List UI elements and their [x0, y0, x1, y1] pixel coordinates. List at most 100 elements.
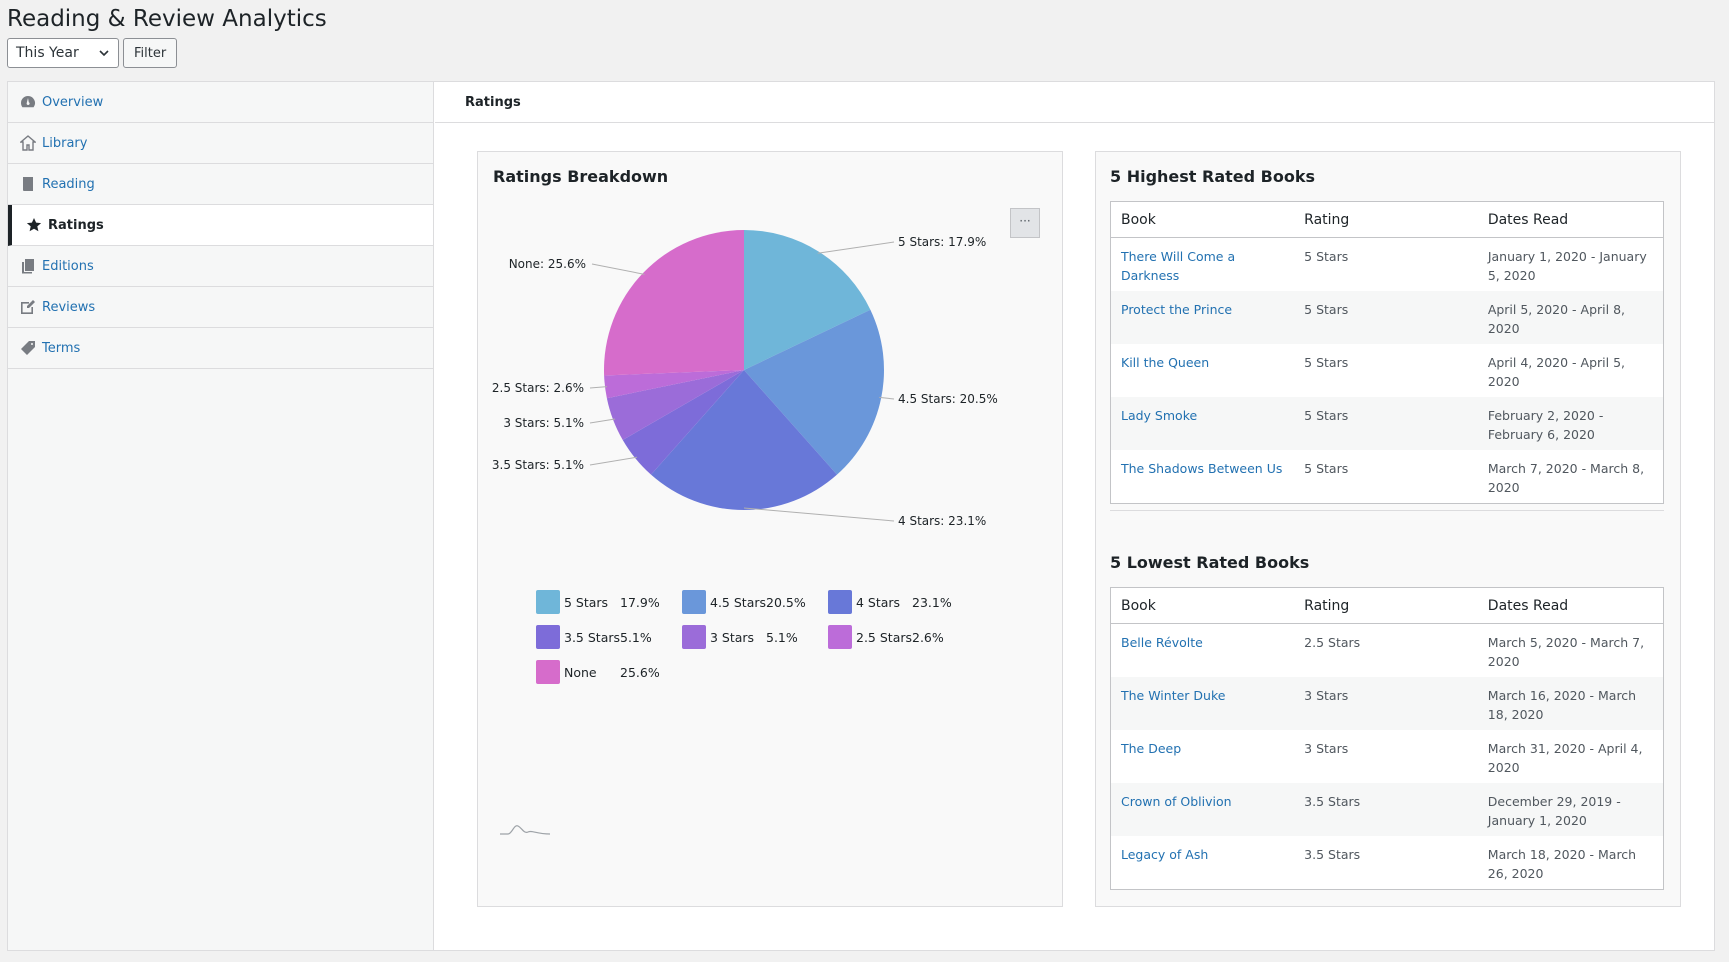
period-select[interactable]: This Year [7, 38, 119, 68]
legend-label: 3.5 Stars [564, 629, 620, 645]
book-link[interactable]: Crown of Oblivion [1110, 783, 1295, 836]
pie-slice[interactable] [744, 230, 871, 370]
legend-label: 5 Stars [564, 594, 609, 610]
chart-menu-button[interactable]: ··· [1010, 208, 1040, 238]
legend-label: 4.5 Stars [710, 594, 766, 610]
table-row: Lady Smoke 5 Stars February 2, 2020 - Febr… [1110, 397, 1664, 450]
pie-slice[interactable] [651, 370, 837, 510]
pie-label-connector [879, 396, 895, 400]
legend-item[interactable]: 4 Stars 23.1% [828, 590, 952, 614]
pie-label: 2.5 Stars: 2.6% [492, 381, 584, 395]
pie-slice[interactable] [604, 370, 744, 399]
legend-label: 4 Stars [856, 594, 901, 610]
legend-swatch [682, 590, 706, 614]
column-header-rating: Rating [1294, 587, 1478, 624]
table-row: Kill the Queen 5 Stars April 4, 2020 - Apr… [1111, 344, 1664, 397]
dates-cell: April 4, 2020 - April 5, 2020 [1487, 355, 1625, 389]
pie-slice[interactable] [604, 230, 744, 376]
sidebar-item-label: Library [42, 135, 88, 151]
legend-value: 5.1% [766, 629, 798, 645]
dates-cell: March 31, 2020 - April 4, 2020 [1487, 741, 1643, 775]
pie-label-connector [591, 263, 645, 275]
book-link[interactable]: The Shadows Between Us [1121, 461, 1283, 476]
sidebar-item-editions[interactable]: Editions [8, 246, 433, 287]
pie-slice[interactable] [744, 309, 884, 475]
legend-swatch [828, 590, 852, 614]
lowest-rated-title: 5 Lowest Rated Books [1110, 553, 1310, 572]
book-link[interactable]: There Will Come a Darkness [1121, 249, 1236, 283]
legend-swatch [682, 625, 706, 649]
table-row: The Deep 3 Stars March 31, 2020 - April 4,… [1111, 730, 1664, 783]
sidebar-item-reviews[interactable]: Reviews [8, 287, 433, 328]
column-header-book: Book [1110, 587, 1295, 624]
dates-cell: February 2, 2020 - February 6, 2020 [1477, 397, 1664, 450]
sidebar-item-library[interactable]: Library [8, 123, 433, 164]
pie-slice[interactable] [606, 370, 744, 440]
book-link[interactable]: Lady Smoke [1110, 397, 1295, 450]
legend-swatch [828, 625, 852, 649]
ratings-pie-chart: 5 Stars: 17.9% 4.5 Stars: 20.5% 4 Stars: 2… [492, 230, 998, 528]
chevron-down-icon [99, 50, 109, 57]
table-row: Legacy of Ash 3.5 Stars March 18, 2020 - M… [1111, 836, 1664, 890]
dates-cell: March 18, 2020 - March 26, 2020 [1487, 847, 1637, 881]
book-link[interactable]: The Winter Duke [1110, 677, 1295, 730]
legend-item[interactable]: 5 Stars 17.9% [536, 590, 660, 614]
legend-item[interactable]: 3.5 Stars 5.1% [536, 625, 652, 649]
rating-cell: 5 Stars [1294, 397, 1478, 450]
pie-slice[interactable] [622, 370, 744, 475]
sidebar-item-label: Reviews [42, 299, 96, 315]
toolbar: This Year Filter [7, 38, 178, 68]
pie-label: 5 Stars: 17.9% [898, 235, 986, 249]
table-row: Crown of Oblivion 3.5 Stars December 29, 2… [1110, 783, 1664, 836]
table-row: Belle Révolte 2.5 Stars March 5, 2020 - Ma… [1111, 624, 1664, 678]
sidebar: Overview Library Reading Ratings Edition… [8, 82, 434, 950]
dates-cell: March 16, 2020 - March 18, 2020 [1477, 677, 1664, 730]
legend-label: None [564, 664, 597, 680]
book-link[interactable]: Legacy of Ash [1121, 847, 1209, 862]
dates-cell: December 29, 2019 - January 1, 2020 [1477, 783, 1664, 836]
page-title: Reading & Review Analytics [7, 6, 327, 32]
pie-label-connector [589, 456, 638, 466]
book-link[interactable]: Protect the Prince [1110, 291, 1295, 344]
legend-value: 5.1% [620, 629, 652, 645]
column-header-dates: Dates Read [1477, 201, 1664, 238]
sidebar-item-label: Terms [42, 340, 81, 356]
sidebar-item-label: Editions [42, 258, 94, 274]
legend-item[interactable]: None 25.6% [536, 660, 660, 684]
table-row: The Shadows Between Us 5 Stars March 7, 20… [1111, 450, 1664, 504]
legend-value: 2.6% [912, 629, 944, 645]
table-row: The Winter Duke 3 Stars March 16, 2020 - M… [1110, 677, 1664, 730]
sidebar-item-reading[interactable]: Reading [8, 164, 433, 205]
chart-title: Ratings Breakdown [493, 167, 669, 186]
rating-cell: 3 Stars [1294, 677, 1478, 730]
book-link[interactable]: Belle Révolte [1121, 635, 1203, 650]
ratings-chart-card: 5 Stars: 17.9% 4.5 Stars: 20.5% 4 Stars: 2… [477, 151, 1063, 907]
legend-item[interactable]: 2.5 Stars 2.6% [828, 625, 944, 649]
legend-item[interactable]: 4.5 Stars 20.5% [682, 590, 806, 614]
sidebar-item-terms[interactable]: Terms [8, 328, 433, 369]
pie-label-connector [589, 386, 608, 389]
sidebar-item-overview[interactable]: Overview [8, 82, 433, 123]
sidebar-item-ratings[interactable]: Ratings [8, 205, 433, 246]
sidebar-item-label: Ratings [48, 217, 104, 233]
book-link[interactable]: The Deep [1121, 741, 1182, 756]
filter-button[interactable]: Filter [123, 38, 178, 68]
book-link[interactable]: Kill the Queen [1121, 355, 1210, 370]
legend-value: 17.9% [620, 594, 660, 610]
legend-swatch [536, 625, 560, 649]
highest-rated-title: 5 Highest Rated Books [1110, 167, 1315, 186]
dates-cell: March 5, 2020 - March 7, 2020 [1487, 635, 1645, 669]
column-header-book: Book [1110, 201, 1295, 238]
rating-cell: 5 Stars [1304, 461, 1349, 476]
legend-label: 2.5 Stars [856, 629, 912, 645]
home-icon [20, 135, 36, 151]
star-icon [26, 218, 42, 232]
legend-item[interactable]: 3 Stars 5.1% [682, 625, 798, 649]
pie-label: 4.5 Stars: 20.5% [898, 392, 998, 406]
rating-cell: 3.5 Stars [1304, 847, 1361, 862]
pie-label: 3.5 Stars: 5.1% [492, 458, 584, 472]
column-header-dates: Dates Read [1477, 587, 1664, 624]
rating-cell: 5 Stars [1304, 249, 1349, 264]
legend-value: 25.6% [620, 664, 660, 680]
lowest-rated-table: Book Rating Dates Read Belle Révolte 2.5 … [1110, 587, 1664, 890]
